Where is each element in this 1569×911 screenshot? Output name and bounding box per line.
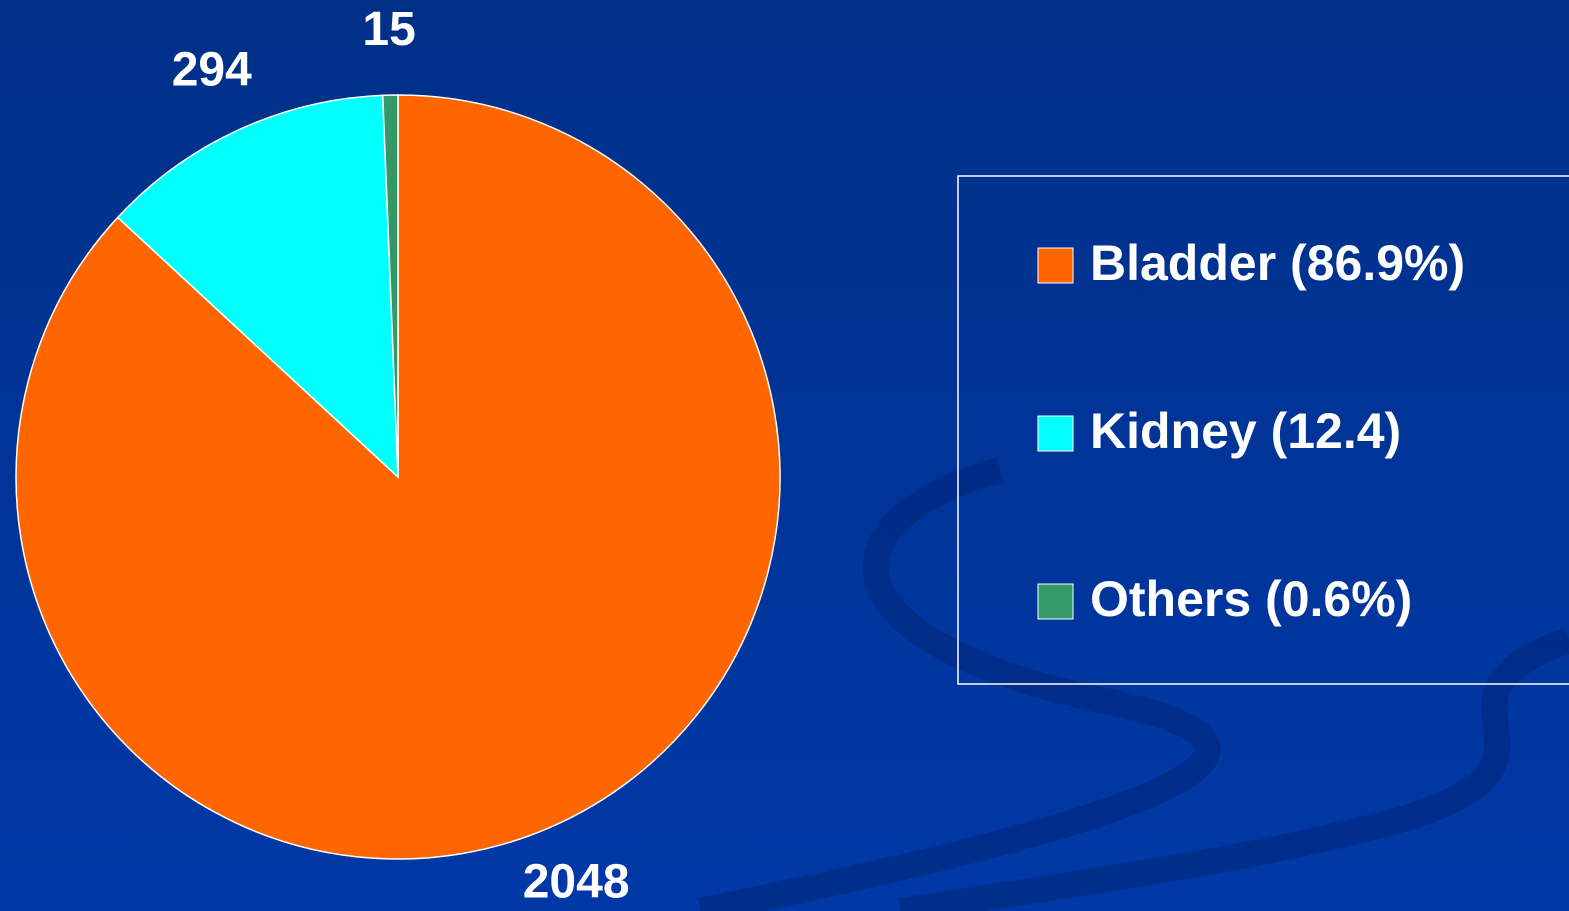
data-label: 2048 — [523, 855, 630, 908]
legend-swatch — [1037, 583, 1074, 620]
data-label: 15 — [362, 3, 415, 56]
legend-label: Others (0.6%) — [1090, 571, 1412, 627]
legend-box — [957, 175, 1569, 685]
legend-swatch — [1037, 415, 1074, 452]
decoration — [697, 457, 1569, 911]
legend-label: Bladder (86.9%) — [1090, 235, 1465, 291]
pie-slice — [381, 94, 399, 478]
data-label: 294 — [172, 44, 252, 97]
legend-swatch — [1037, 247, 1074, 284]
pie-slice — [116, 94, 399, 479]
legend-label: Kidney (12.4) — [1090, 403, 1401, 459]
